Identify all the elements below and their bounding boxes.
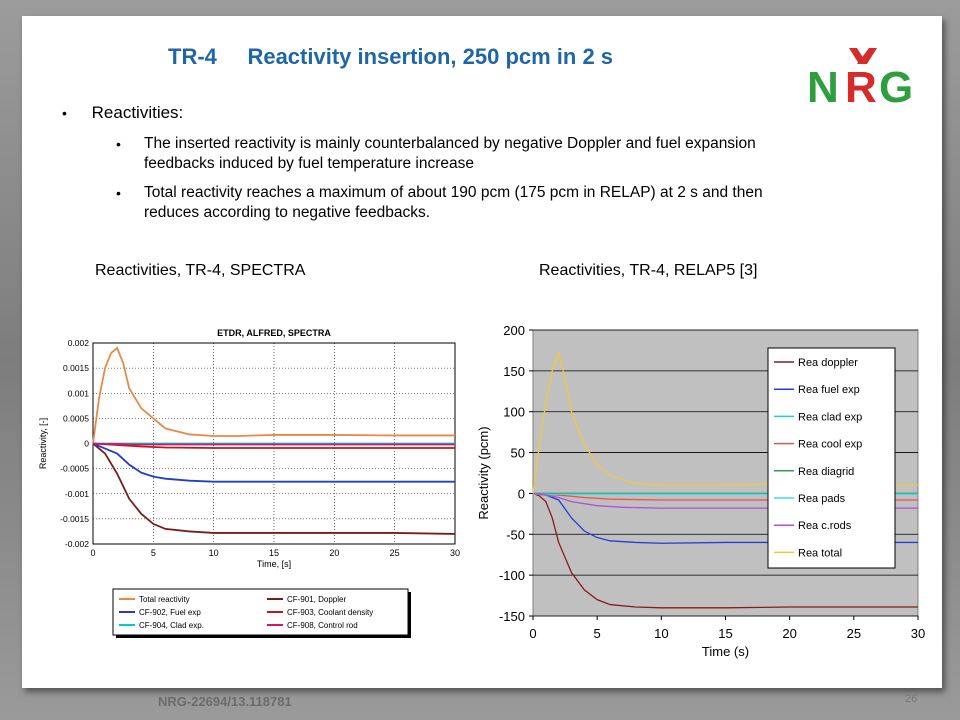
legend-label: Rea cool exp	[798, 439, 862, 451]
x-tick-label: 5	[151, 548, 156, 558]
y-tick-label: 100	[503, 405, 525, 420]
y-tick-label: 0.0015	[63, 363, 89, 373]
legend-box	[767, 347, 896, 569]
x-tick-label: 25	[847, 626, 861, 641]
x-tick-label: 20	[782, 626, 796, 641]
y-tick-label: 0.001	[68, 388, 90, 398]
x-tick-label: 10	[654, 626, 668, 641]
caption-relap5: Reactivities, TR-4, RELAP5 [3]	[539, 262, 758, 279]
sub-bullet-2: • Total reactivity reaches a maximum of …	[116, 183, 916, 223]
legend-label: CF-903, Coolant density	[287, 608, 373, 617]
x-tick-label: 20	[329, 548, 339, 558]
logo-letter-g: G	[879, 63, 913, 112]
legend-label: CF-902, Fuel exp	[139, 608, 201, 617]
y-tick-label: 0.002	[68, 338, 90, 348]
legend-label: Rea doppler	[798, 357, 858, 369]
bullet-dot-icon: •	[116, 185, 121, 201]
y-tick-label: -0.002	[65, 539, 89, 549]
y-tick-label: 0	[518, 486, 525, 501]
document-footer: NRG-22694/13.118781	[158, 694, 292, 709]
bullet-main-text: Reactivities:	[91, 103, 184, 122]
bullet-main: • Reactivities:	[62, 103, 183, 123]
y-tick-label: 150	[503, 364, 525, 379]
y-tick-label: -0.0015	[60, 514, 89, 524]
x-tick-label: 25	[390, 548, 400, 558]
chart-title: ETDR, ALFRED, SPECTRA	[217, 328, 331, 338]
y-tick-label: 200	[503, 323, 525, 338]
y-tick-label: 0.0005	[63, 413, 89, 423]
slide-title: TR-4 Reactivity insertion, 250 pcm in 2 …	[168, 44, 614, 69]
y-tick-label: -100	[499, 568, 525, 583]
sub-bullet-2-line-1: Total reactivity reaches a maximum of ab…	[144, 184, 763, 201]
y-axis-label: Reactivity (pcm)	[478, 426, 491, 519]
legend-label: Rea c.rods	[798, 520, 852, 532]
spectra-chart-panel: ETDR, ALFRED, SPECTRA 0.002 0.0015 0.001 0.0…	[28, 312, 470, 657]
x-tick-label: 30	[911, 626, 925, 641]
legend-label: CF-904, Clad exp.	[139, 621, 204, 630]
sub-bullet-1: • The inserted reactivity is mainly coun…	[116, 134, 916, 174]
bullet-dot-icon: •	[116, 136, 121, 152]
y-axis-label: Reactivity, [-]	[38, 418, 48, 469]
page-number: 26	[905, 693, 918, 705]
series-line-4	[92, 442, 455, 449]
legend-label: Rea total	[798, 547, 842, 559]
sub-bullet-1-line-1: The inserted reactivity is mainly counte…	[144, 135, 756, 152]
y-tick-label: -50	[506, 527, 525, 542]
x-axis-label: Time (s)	[702, 644, 749, 659]
legend-label: Rea fuel exp	[798, 384, 860, 396]
legend-label: CF-901, Doppler	[287, 595, 346, 604]
legend-label: CF-908, Control rod	[287, 621, 358, 630]
logo-letters: N	[807, 63, 839, 112]
spectra-chart: ETDR, ALFRED, SPECTRA 0.002 0.0015 0.001 0.0…	[38, 328, 460, 638]
relap5-chart: 200 150 100 50 0 -50 -100 -150 0 5 10 15 20 25 30 Time …	[476, 323, 925, 659]
y-tick-label: -150	[499, 609, 525, 624]
series-line-1	[532, 492, 918, 609]
legend-label: Total reactivity	[139, 595, 190, 604]
y-tick-label: 0	[84, 439, 89, 449]
y-tick-label: -0.001	[65, 489, 89, 499]
legend-box	[112, 588, 409, 636]
relap5-chart-panel: 200 150 100 50 0 -50 -100 -150 0 5 10 15 20 25 30 Time …	[476, 314, 928, 670]
y-tick-label: 50	[511, 446, 525, 461]
logo-letter-r: R	[845, 63, 877, 112]
x-tick-label: 0	[90, 548, 95, 558]
sub-bullet-2-line-2: reduces according to negative feedbacks.	[144, 204, 431, 221]
series-line-1	[92, 346, 455, 444]
nrg-logo: N R G	[807, 48, 913, 112]
x-tick-label: 10	[209, 548, 219, 558]
logo-red-swoosh-2	[857, 48, 877, 64]
x-tick-label: 30	[450, 548, 460, 558]
legend-label: Rea diagrid	[798, 466, 854, 478]
legend-label: Rea pads	[798, 493, 846, 505]
sub-bullet-1-line-2: feedbacks induced by fuel temperature in…	[144, 155, 475, 172]
x-tick-label: 15	[269, 548, 279, 558]
y-tick-label: -0.0005	[60, 464, 89, 474]
series-line-2	[92, 442, 456, 535]
bullet-dot-icon: •	[62, 105, 67, 121]
caption-spectra: Reactivities, TR-4, SPECTRA	[95, 262, 306, 279]
x-tick-label: 15	[718, 626, 732, 641]
series-line-8	[532, 350, 918, 494]
series-line-6	[92, 442, 455, 446]
x-tick-label: 0	[529, 626, 536, 641]
legend-label: Rea clad exp	[798, 411, 862, 423]
x-tick-label: 5	[594, 626, 601, 641]
x-axis-label: Time, [s]	[257, 559, 291, 569]
series-line-3	[92, 442, 455, 483]
